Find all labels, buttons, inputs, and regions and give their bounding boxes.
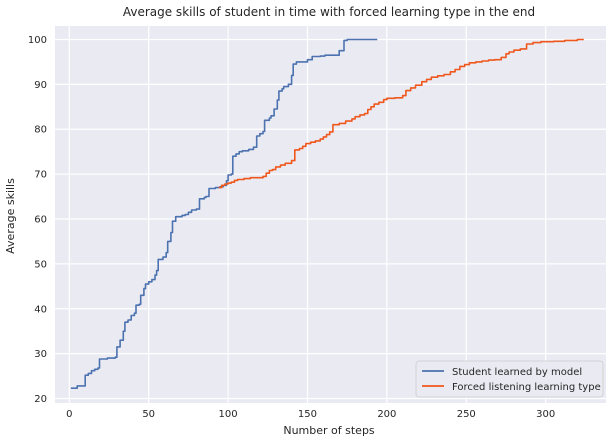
x-tick-label: 300 xyxy=(536,409,555,420)
x-tick-label: 200 xyxy=(377,409,396,420)
y-tick-label: 20 xyxy=(34,394,47,405)
y-tick-label: 60 xyxy=(34,214,47,225)
x-tick-label: 0 xyxy=(66,409,72,420)
y-tick-label: 90 xyxy=(34,80,47,91)
y-tick-label: 70 xyxy=(34,170,47,181)
plot-area xyxy=(55,26,606,403)
legend-label-forced: Forced listening learning type xyxy=(452,382,601,393)
y-tick-label: 40 xyxy=(34,304,47,315)
y-tick-label: 30 xyxy=(34,349,47,360)
x-tick-label: 150 xyxy=(298,409,317,420)
legend-label-model: Student learned by model xyxy=(452,367,582,378)
x-axis-label: Number of steps xyxy=(283,424,375,437)
chart-title: Average skills of student in time with f… xyxy=(123,5,535,19)
legend: Student learned by model Forced listenin… xyxy=(415,360,604,398)
legend-box xyxy=(415,360,604,398)
x-tick-label: 250 xyxy=(457,409,476,420)
y-tick-label: 50 xyxy=(34,259,47,270)
series-lines xyxy=(70,38,584,389)
series-line-0 xyxy=(70,38,378,389)
tick-labels: 0 50 100 150 200 250 300 20 30 40 50 60 70 80 90 100 xyxy=(28,35,555,420)
x-tick-label: 50 xyxy=(142,409,155,420)
y-axis-label: Average skills xyxy=(4,178,17,254)
y-tick-label: 80 xyxy=(34,125,47,136)
y-tick-label: 100 xyxy=(28,35,47,46)
x-tick-label: 100 xyxy=(219,409,238,420)
series-line-1 xyxy=(218,38,584,189)
grid xyxy=(55,26,606,403)
